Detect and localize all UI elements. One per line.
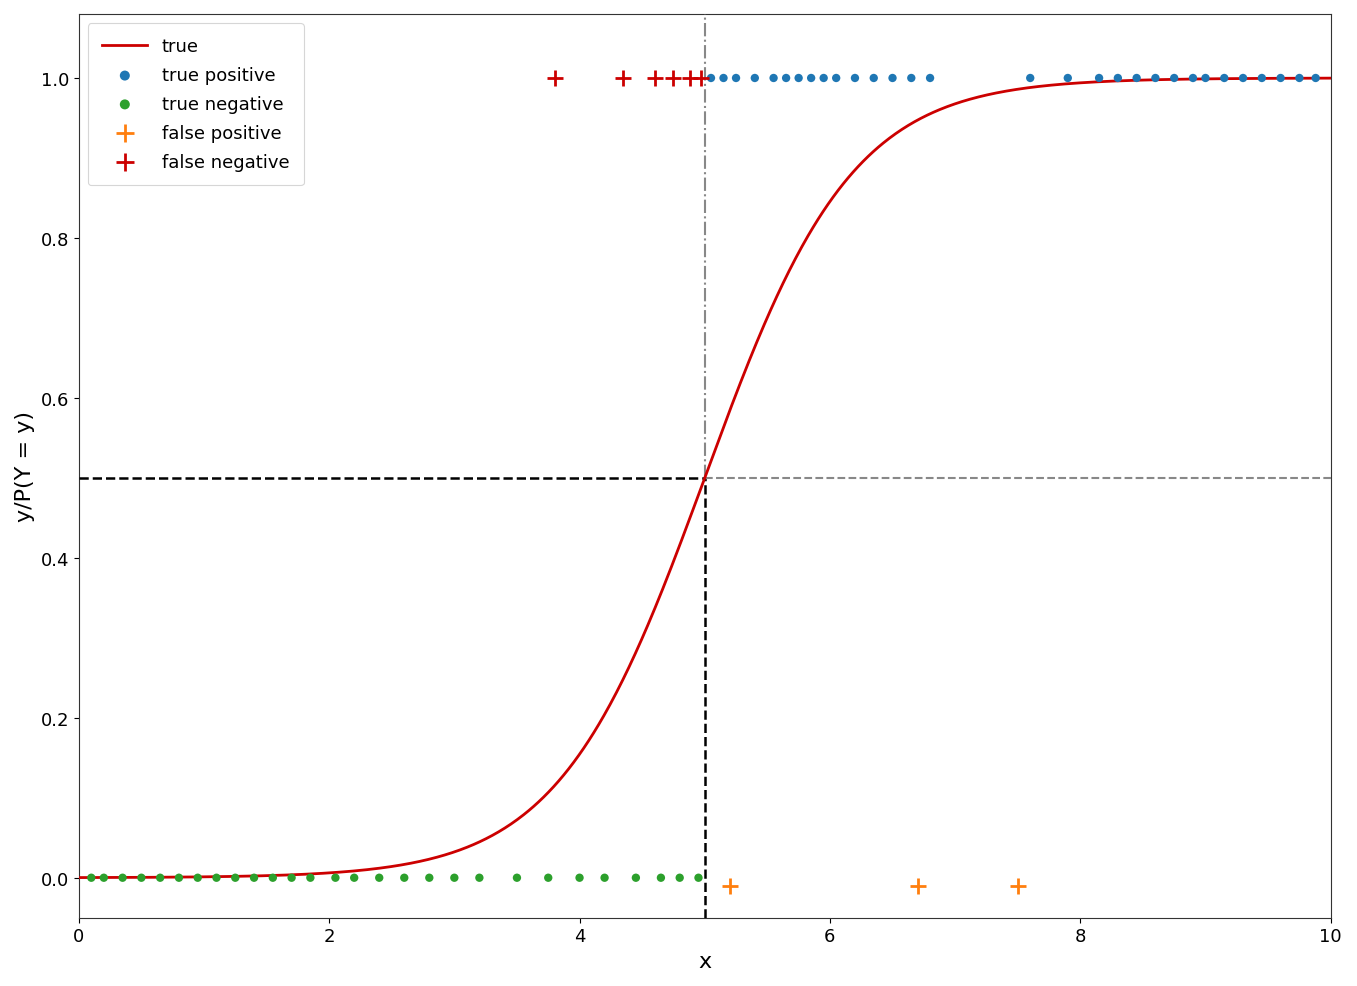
true negative [187, 870, 209, 885]
true negative [506, 870, 528, 885]
false negative [662, 71, 684, 87]
true negative [206, 870, 228, 885]
true negative [168, 870, 190, 885]
true positive [1213, 71, 1235, 87]
true positive [775, 71, 797, 87]
true negative [669, 870, 691, 885]
true negative [368, 870, 389, 885]
false positive [719, 878, 741, 893]
true negative [94, 870, 115, 885]
true positive [825, 71, 847, 87]
true negative [149, 870, 171, 885]
true positive [1088, 71, 1110, 87]
false positive [906, 878, 928, 893]
true negative [281, 870, 303, 885]
true [931, 106, 947, 117]
true positive [700, 71, 722, 87]
true [622, 659, 638, 670]
true negative [111, 870, 133, 885]
Legend: true, true positive, true negative, false positive, false negative: true, true positive, true negative, fals… [88, 24, 304, 186]
true negative [243, 870, 265, 885]
true positive [1163, 71, 1185, 87]
true positive [1126, 71, 1148, 87]
true negative [626, 870, 647, 885]
true negative [80, 870, 102, 885]
true positive [1194, 71, 1216, 87]
true positive [844, 71, 866, 87]
true positive [1270, 71, 1292, 87]
true negative [418, 870, 440, 885]
true positive [919, 71, 940, 87]
false negative [678, 71, 700, 87]
true positive [863, 71, 885, 87]
true negative [537, 870, 559, 885]
Y-axis label: y/P(Y = y): y/P(Y = y) [15, 411, 35, 522]
X-axis label: x: x [697, 951, 711, 971]
true negative [569, 870, 590, 885]
true positive [1289, 71, 1311, 87]
true positive [712, 71, 734, 87]
true positive [813, 71, 835, 87]
true positive [1305, 71, 1327, 87]
false negative [544, 71, 566, 87]
false positive [1007, 878, 1029, 893]
true [1323, 73, 1339, 85]
false negative [691, 71, 712, 87]
false negative [643, 71, 665, 87]
Line: true: true [79, 79, 1331, 878]
true negative [224, 870, 246, 885]
true positive [1019, 71, 1041, 87]
true negative [262, 870, 284, 885]
true negative [394, 870, 415, 885]
true negative [444, 870, 465, 885]
true positive [1251, 71, 1273, 87]
true positive [882, 71, 904, 87]
true negative [688, 870, 710, 885]
true positive [801, 71, 822, 87]
true positive [725, 71, 746, 87]
true [577, 740, 593, 752]
true [1046, 80, 1063, 92]
true [1069, 78, 1086, 90]
true positive [1107, 71, 1129, 87]
true [198, 871, 214, 882]
false negative [612, 71, 634, 87]
true [71, 872, 87, 883]
true negative [594, 870, 616, 885]
true negative [343, 870, 365, 885]
true positive [1144, 71, 1166, 87]
true positive [1232, 71, 1254, 87]
true negative [300, 870, 322, 885]
true positive [763, 71, 784, 87]
true positive [1057, 71, 1079, 87]
true negative [650, 870, 672, 885]
true positive [744, 71, 765, 87]
true negative [468, 870, 490, 885]
true negative [324, 870, 346, 885]
true negative [130, 870, 152, 885]
true positive [1182, 71, 1204, 87]
true positive [788, 71, 810, 87]
true positive [901, 71, 923, 87]
